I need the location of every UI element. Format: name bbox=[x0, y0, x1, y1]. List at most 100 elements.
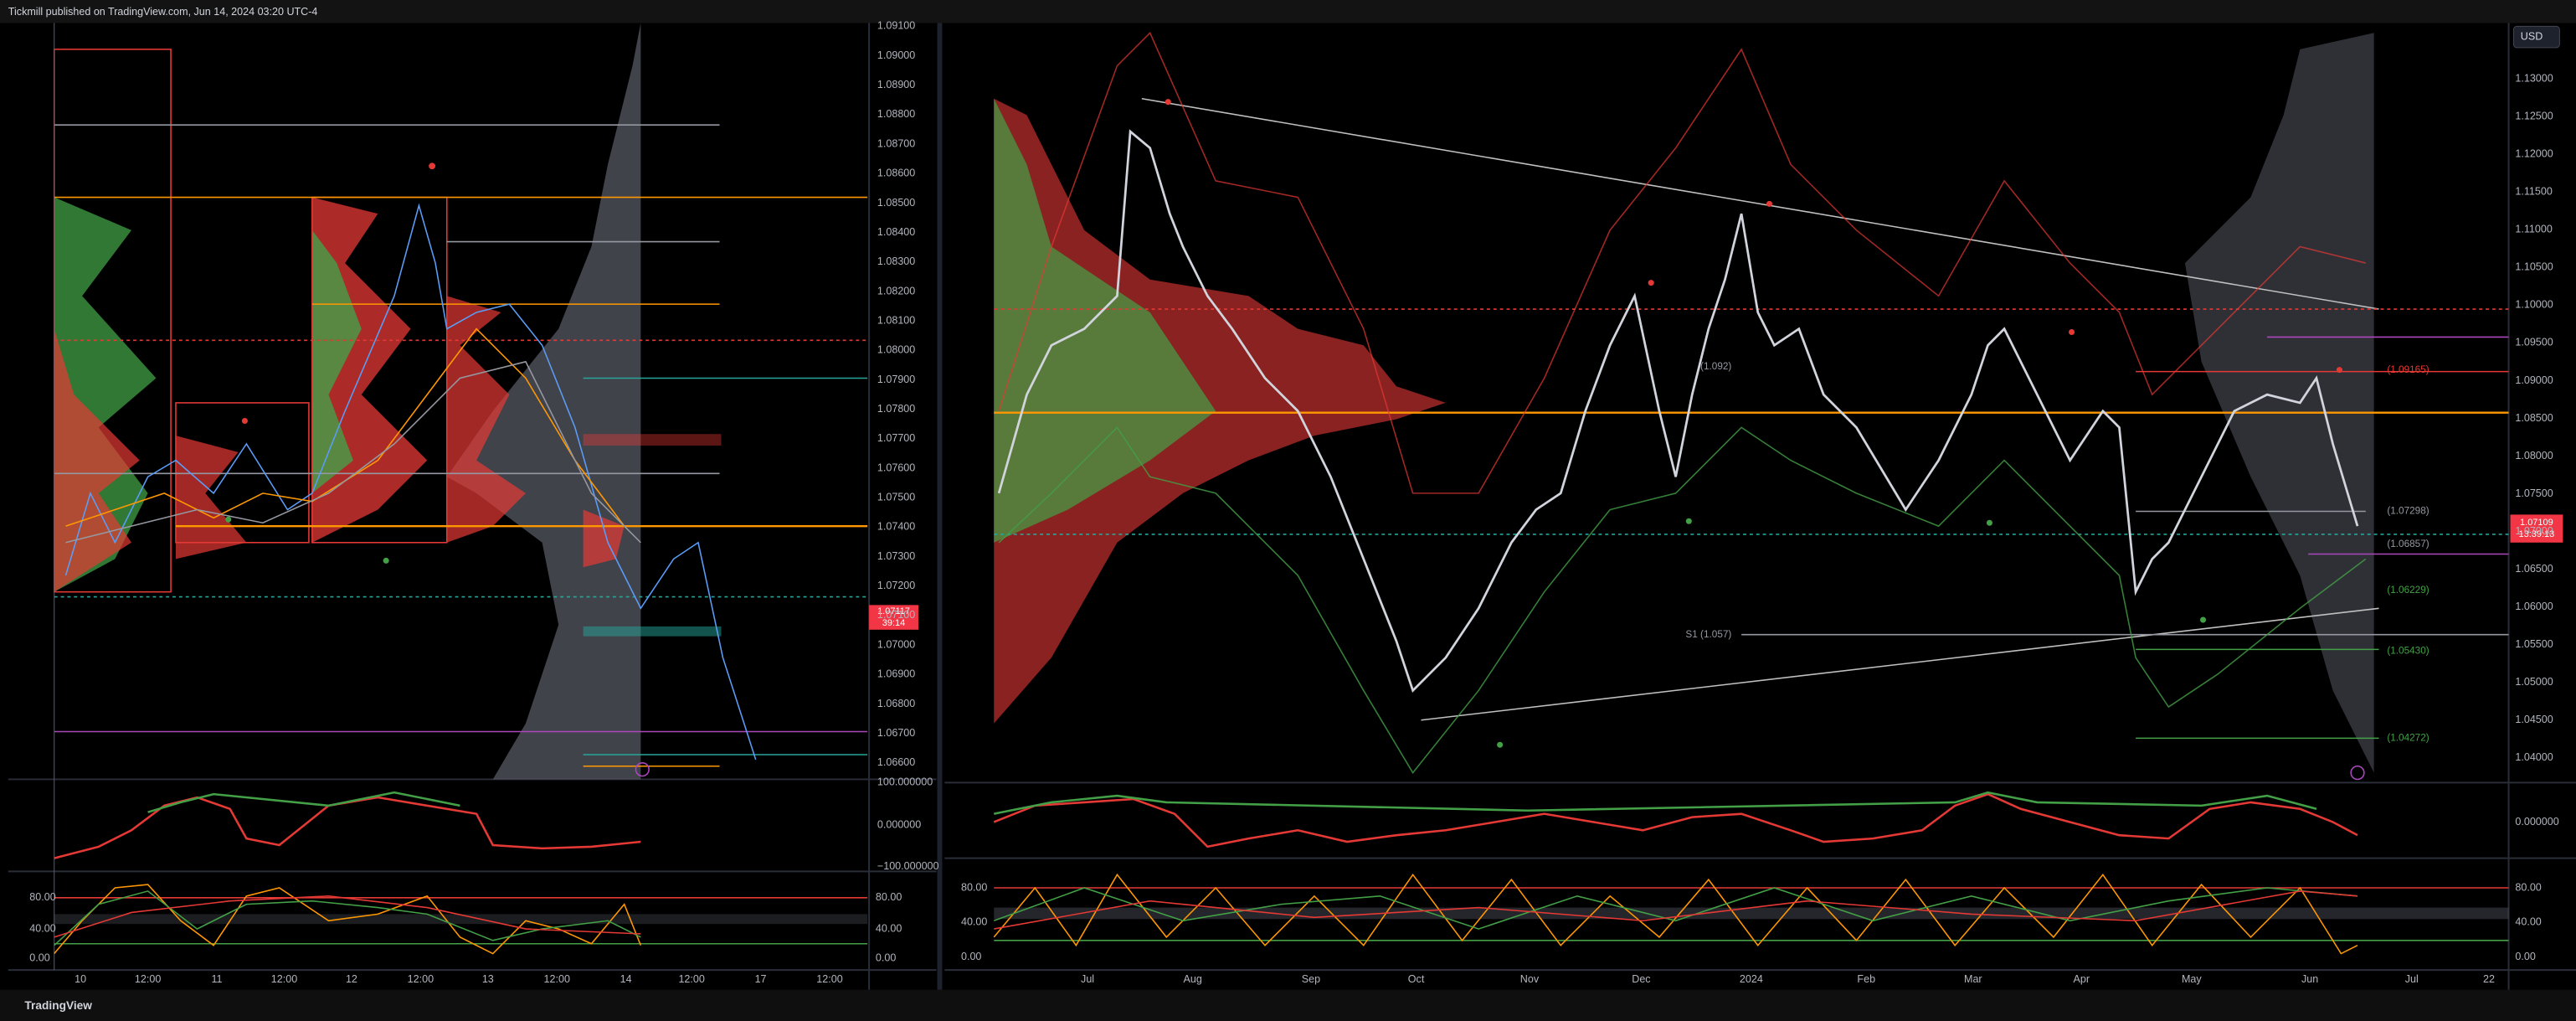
price-label: 1.08000 bbox=[2515, 450, 2553, 462]
level-label: (1.04272) bbox=[2387, 732, 2429, 743]
osc-label: 0.000000 bbox=[2515, 816, 2558, 828]
price-label: 1.08800 bbox=[877, 108, 915, 120]
price-label: 1.08700 bbox=[877, 137, 915, 149]
axes: 1.09100 1.09000 1.08900 1.08800 1.08700 1.086… bbox=[29, 20, 2558, 986]
stoch-label: 80.00 bbox=[876, 891, 902, 903]
price-label: 1.08000 bbox=[877, 344, 915, 356]
left-countdown: 39:14 bbox=[882, 618, 905, 628]
stoch-label: 40.00 bbox=[2515, 916, 2541, 928]
level-label: (1.09165) bbox=[2387, 364, 2429, 375]
price-label: 1.07500 bbox=[877, 492, 915, 503]
time-label: May bbox=[2182, 973, 2202, 985]
price-label: 1.05000 bbox=[2515, 676, 2553, 688]
time-label: 17 bbox=[755, 973, 767, 985]
stoch-label: 0.00 bbox=[961, 951, 981, 962]
price-label: 1.07300 bbox=[877, 550, 915, 562]
time-label: Jul bbox=[2405, 973, 2419, 985]
time-label: Dec bbox=[1632, 973, 1650, 985]
osc-label: −100.000000 bbox=[877, 860, 939, 872]
level-label: (1.07298) bbox=[2387, 506, 2429, 517]
stoch-label: 80.00 bbox=[29, 891, 55, 903]
price-label: 1.08400 bbox=[877, 226, 915, 238]
time-label: Sep bbox=[1302, 973, 1320, 985]
right-last-price: 1.07109 bbox=[2520, 518, 2553, 528]
time-label: 12:00 bbox=[678, 973, 704, 985]
price-label: 1.11000 bbox=[2515, 224, 2552, 235]
price-label: 1.07600 bbox=[877, 462, 915, 473]
footer-bar bbox=[0, 989, 2576, 1021]
right-stochastic bbox=[993, 873, 2509, 955]
price-label: 1.08500 bbox=[877, 197, 915, 209]
price-label: 1.07400 bbox=[877, 521, 915, 533]
left-last-price: 1.07117 bbox=[877, 606, 910, 616]
currency-button[interactable] bbox=[2512, 25, 2560, 49]
time-label: 14 bbox=[620, 973, 632, 985]
level-label: S1 (1.057) bbox=[1685, 629, 1731, 640]
price-label: 1.07700 bbox=[877, 432, 915, 444]
left-oscillator bbox=[54, 791, 641, 859]
price-label: 1.09000 bbox=[2515, 374, 2553, 386]
price-label: 1.05500 bbox=[2515, 638, 2553, 650]
price-label: 1.08200 bbox=[877, 285, 915, 297]
price-label: 1.06700 bbox=[877, 727, 915, 739]
right-countdown: 13:39:13 bbox=[2519, 529, 2555, 539]
time-label: Oct bbox=[1408, 973, 1425, 985]
price-label: 1.10000 bbox=[2515, 299, 2553, 311]
price-label: 1.06600 bbox=[877, 756, 915, 768]
time-label: 11 bbox=[212, 973, 223, 985]
time-label: 12:00 bbox=[135, 973, 161, 985]
time-label: 10 bbox=[75, 973, 86, 985]
price-label: 1.12000 bbox=[2515, 148, 2553, 160]
time-label: 2024 bbox=[1740, 973, 1763, 985]
price-label: 1.04000 bbox=[2515, 751, 2553, 763]
price-label: 1.06500 bbox=[2515, 563, 2553, 575]
right-lines bbox=[994, 31, 2509, 781]
level-label: (1.06857) bbox=[2387, 539, 2429, 549]
time-label: Jun bbox=[2301, 973, 2318, 985]
separators bbox=[8, 23, 2576, 990]
price-label: 1.11500 bbox=[2515, 186, 2552, 198]
header-title: Tickmill published on TradingView.com, J… bbox=[8, 6, 318, 18]
price-label: 1.10500 bbox=[2515, 261, 2553, 273]
left-lines bbox=[53, 49, 868, 777]
price-label: 1.08600 bbox=[877, 168, 915, 179]
left-price-tag bbox=[869, 605, 918, 630]
price-label: 1.07200 bbox=[877, 580, 915, 591]
right-oscillator bbox=[993, 791, 2358, 848]
price-label: 1.13000 bbox=[2515, 73, 2553, 85]
price-label: 1.12500 bbox=[2515, 111, 2553, 122]
time-label: Feb bbox=[1857, 973, 1875, 985]
level-label: (1.06229) bbox=[2387, 585, 2429, 596]
osc-label: 0.000000 bbox=[877, 819, 921, 831]
price-label: 1.07800 bbox=[877, 403, 915, 415]
price-label: 1.07000 bbox=[877, 638, 915, 650]
stoch-label: 40.00 bbox=[876, 922, 902, 934]
currency-label[interactable]: USD bbox=[2521, 30, 2543, 42]
price-label: 1.09000 bbox=[877, 49, 915, 61]
time-label: 12:00 bbox=[544, 973, 570, 985]
time-label: 13 bbox=[482, 973, 494, 985]
osc-label: 100.000000 bbox=[877, 776, 933, 788]
price-label: 1.07500 bbox=[2515, 487, 2553, 499]
time-label: 22 bbox=[2483, 973, 2495, 985]
time-label: Aug bbox=[1184, 973, 1202, 985]
stoch-label: 80.00 bbox=[961, 881, 987, 893]
price-label: 1.07100 bbox=[877, 609, 915, 621]
time-label: Jul bbox=[1081, 973, 1094, 985]
time-label: Mar bbox=[1964, 973, 1982, 985]
level-label: (1.092) bbox=[1700, 361, 1731, 372]
stoch-label: 0.00 bbox=[29, 952, 49, 964]
time-label: Apr bbox=[2074, 973, 2090, 985]
time-label: 12:00 bbox=[408, 973, 434, 985]
price-label: 1.04500 bbox=[2515, 714, 2553, 725]
stoch-label: 0.00 bbox=[876, 952, 896, 964]
price-label: 1.06800 bbox=[877, 698, 915, 709]
footer-brand: TradingView bbox=[24, 999, 92, 1012]
stoch-label: 40.00 bbox=[29, 922, 55, 934]
price-label: 1.08900 bbox=[877, 79, 915, 90]
time-label: 12 bbox=[346, 973, 357, 985]
header-bar bbox=[0, 0, 2576, 23]
